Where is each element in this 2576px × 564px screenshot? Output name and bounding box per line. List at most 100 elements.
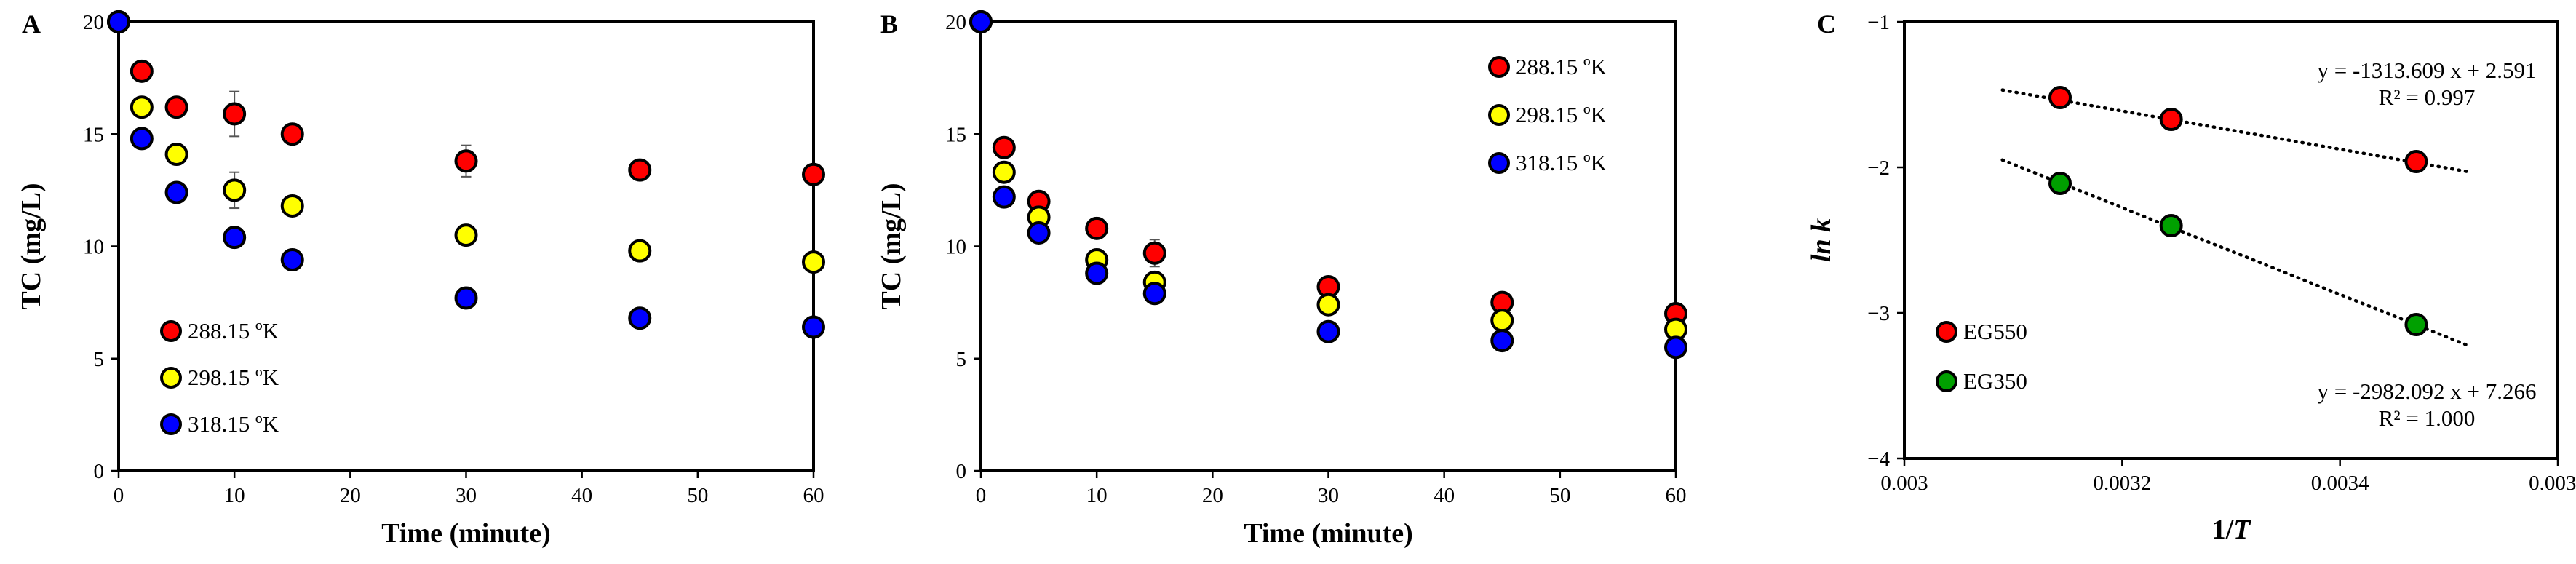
data-point xyxy=(280,248,304,272)
x-tick-label: 30 xyxy=(456,484,477,507)
data-point xyxy=(1085,216,1109,240)
x-tick-label: 0.0034 xyxy=(2311,472,2369,495)
x-tick-label: 20 xyxy=(340,484,361,507)
data-point xyxy=(2159,214,2183,237)
y-tick-label: 15 xyxy=(945,123,966,146)
y-tick-label: −3 xyxy=(1867,302,1890,325)
legend-label: 298.15 ºK xyxy=(188,365,279,390)
x-axis-title: Time (minute) xyxy=(381,518,551,549)
x-axis-title: 1/T xyxy=(2212,515,2252,545)
y-tick-label: 20 xyxy=(945,11,966,34)
legend-label: 318.15 ºK xyxy=(1516,150,1607,175)
x-tick-label: 30 xyxy=(1318,484,1339,507)
data-point xyxy=(130,59,154,83)
data-point xyxy=(1664,335,1687,360)
y-axis-title: ln k xyxy=(1806,218,1837,262)
data-point xyxy=(164,180,188,204)
y-tick-label: 10 xyxy=(945,236,966,259)
data-point xyxy=(802,250,825,274)
x-tick-label: 50 xyxy=(687,484,708,507)
trendline-equation: y = -1313.609 x + 2.591 xyxy=(2317,57,2536,83)
data-point xyxy=(130,127,154,151)
y-tick-label: 20 xyxy=(83,11,104,34)
y-tick-label: 5 xyxy=(956,348,967,371)
data-point xyxy=(164,143,188,167)
data-point xyxy=(628,158,652,182)
trendline-r2: R² = 1.000 xyxy=(2379,405,2476,431)
x-tick-label: 10 xyxy=(1086,484,1108,507)
data-point xyxy=(1085,261,1109,285)
data-point xyxy=(2404,150,2428,173)
data-point xyxy=(223,226,247,250)
panel-a: A 0 10 20 30 40 50 60 0 5 10 15 20 Time (minute) TC (m… xyxy=(16,9,825,549)
x-tick-label: 60 xyxy=(1666,484,1687,507)
x-axis-title-var: T xyxy=(2233,515,2251,545)
data-point xyxy=(454,149,478,173)
x-tick-label: 40 xyxy=(1434,484,1455,507)
x-tick-label: 40 xyxy=(571,484,592,507)
x-axis-title: Time (minute) xyxy=(1244,518,1413,549)
data-point xyxy=(628,306,652,330)
data-point xyxy=(802,315,825,339)
x-tick-label: 0 xyxy=(976,484,987,507)
legend-marker xyxy=(1936,321,1957,343)
x-tick-label: 0.0036 xyxy=(2529,472,2576,495)
panel-b: B 0 10 20 30 40 50 60 0 5 10 15 20 Time (minute) TC (m… xyxy=(876,9,1687,549)
data-point xyxy=(1142,241,1166,265)
legend-marker xyxy=(1488,152,1510,174)
y-tick-label: −1 xyxy=(1867,11,1890,34)
trendline-eg350 xyxy=(2000,158,2473,349)
y-tick-label: 0 xyxy=(956,460,967,483)
legend-marker xyxy=(1936,370,1957,392)
trendline-r2: R² = 0.997 xyxy=(2379,84,2476,110)
y-axis-title: TC (mg/L) xyxy=(876,183,907,309)
data-point xyxy=(454,286,478,310)
legend-marker xyxy=(1488,104,1510,126)
data-point xyxy=(1316,293,1340,317)
legend-marker xyxy=(160,320,182,342)
x-tick-label: 20 xyxy=(1202,484,1223,507)
data-point xyxy=(280,194,304,218)
data-point xyxy=(2048,86,2072,109)
x-tick-label: 60 xyxy=(803,484,824,507)
data-point xyxy=(1316,319,1340,343)
panel-letter: A xyxy=(22,9,41,39)
legend-label: 288.15 ºK xyxy=(188,318,279,343)
x-tick-label: 0.0032 xyxy=(2093,472,2151,495)
data-point xyxy=(992,135,1016,159)
plot-frame xyxy=(1903,20,2559,460)
plot-frame xyxy=(979,20,1677,472)
data-point xyxy=(969,10,993,33)
x-axis-title-prefix: 1/ xyxy=(2212,515,2234,545)
data-point xyxy=(1490,329,1514,353)
data-point xyxy=(2159,108,2183,131)
data-point xyxy=(628,239,652,263)
y-tick-label: 15 xyxy=(83,123,104,146)
data-point xyxy=(454,223,478,247)
x-tick-label: 0 xyxy=(114,484,124,507)
data-point xyxy=(2048,172,2072,195)
legend-label: EG550 xyxy=(1963,319,2027,344)
data-point xyxy=(130,95,154,119)
data-point xyxy=(1142,282,1166,306)
data-point xyxy=(992,160,1016,184)
x-tick-label: 10 xyxy=(224,484,245,507)
legend-label: 288.15 ºK xyxy=(1516,54,1607,79)
y-tick-label: 10 xyxy=(83,236,104,259)
data-point xyxy=(107,10,130,33)
data-point xyxy=(1490,309,1514,333)
data-point xyxy=(992,185,1016,209)
y-tick-label: 5 xyxy=(94,348,105,371)
panel-letter: C xyxy=(1817,9,1836,39)
x-tick-label: 50 xyxy=(1549,484,1570,507)
data-point xyxy=(223,178,247,202)
y-axis-title: TC (mg/L) xyxy=(16,183,47,309)
legend-label: EG350 xyxy=(1963,368,2027,394)
x-tick-label: 0.003 xyxy=(1880,472,1928,495)
trendline-equation: y = -2982.092 x + 7.266 xyxy=(2317,378,2536,404)
legend-marker xyxy=(160,413,182,435)
data-point xyxy=(802,162,825,186)
panel-letter: B xyxy=(880,9,898,39)
